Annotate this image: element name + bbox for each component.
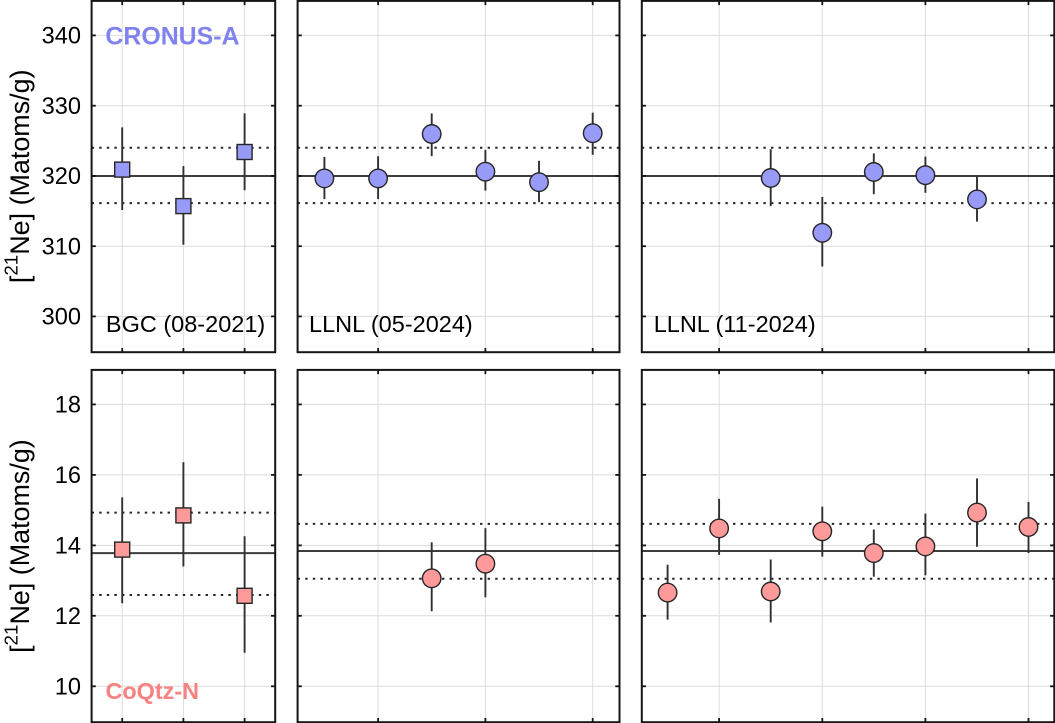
svg-text:340: 340	[42, 24, 81, 50]
svg-text:10: 10	[55, 675, 81, 701]
svg-text:CoQtz-N: CoQtz-N	[106, 678, 200, 704]
svg-text:300: 300	[42, 305, 81, 331]
svg-text:LLNL (05-2024): LLNL (05-2024)	[309, 311, 473, 337]
svg-text:310: 310	[42, 234, 81, 260]
svg-text:14: 14	[55, 534, 81, 560]
svg-text:BGC (08-2021): BGC (08-2021)	[106, 311, 265, 337]
svg-text:CRONUS-A: CRONUS-A	[105, 23, 239, 51]
svg-text:18: 18	[55, 393, 81, 419]
svg-text:330: 330	[42, 94, 81, 120]
svg-text:12: 12	[55, 604, 81, 630]
svg-text:[21Ne] (Matoms/g): [21Ne] (Matoms/g)	[1, 439, 36, 653]
svg-text:16: 16	[55, 463, 81, 489]
svg-text:[21Ne] (Matoms/g): [21Ne] (Matoms/g)	[1, 69, 36, 283]
svg-text:320: 320	[42, 164, 81, 190]
svg-text:LLNL (11-2024): LLNL (11-2024)	[654, 311, 816, 337]
